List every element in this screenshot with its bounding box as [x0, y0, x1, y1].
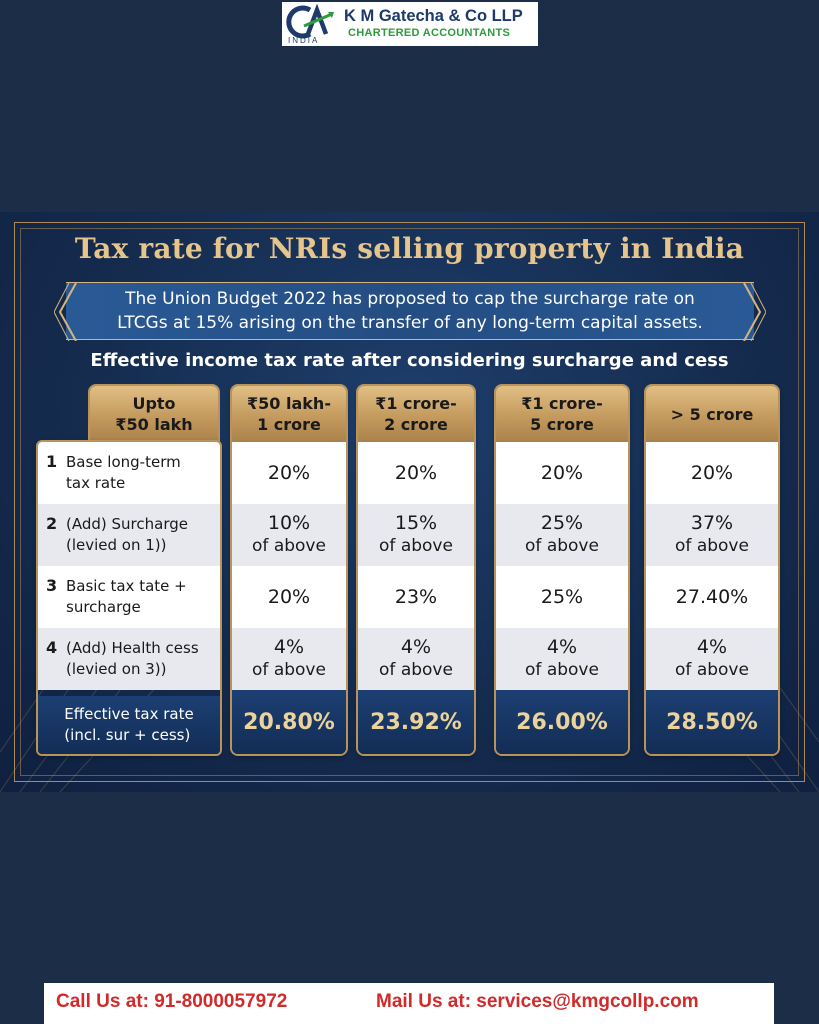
row-label-text: Basic tax tate + surcharge	[66, 577, 187, 616]
firm-name: K M Gatecha & Co LLP	[344, 7, 523, 25]
column-header: > 5 crore	[646, 386, 778, 442]
column-header: ₹1 crore- 2 crore	[358, 386, 474, 442]
banner-line-2: LTCGs at 15% arising on the transfer of …	[117, 313, 703, 333]
gold-frame-inner	[20, 228, 799, 776]
cell-basic: 20%	[232, 566, 346, 628]
row-labels: 1 Base long-term tax rate 2 (Add) Surchar…	[38, 442, 220, 754]
column-50-lakh-1-crore: ₹50 lakh- 1 crore 20% 10% of above 20% 4% o…	[232, 386, 346, 754]
banner-line-1: The Union Budget 2022 has proposed to ca…	[125, 289, 695, 309]
row-number: 2	[46, 514, 58, 533]
chevron-right-icon	[743, 283, 766, 341]
cell-effective: 23.92%	[358, 690, 474, 754]
cell-base: 20%	[232, 442, 346, 504]
gold-frame-outer	[14, 222, 805, 782]
ca-logo-icon	[286, 4, 334, 39]
row-label-cess: 4 (Add) Health cess (levied on 3))	[38, 628, 220, 690]
cell-surcharge: 37% of above	[646, 504, 778, 566]
column-header: ₹1 crore- 5 crore	[496, 386, 628, 442]
banner-text: The Union Budget 2022 has proposed to ca…	[86, 287, 734, 335]
call-link[interactable]: Call Us at: 91-8000057972	[56, 991, 288, 1012]
row-label-text: (Add) Health cess (levied on 3))	[66, 639, 199, 678]
column-1-crore-2-crore: ₹1 crore- 2 crore 20% 15% of above 23% 4% o…	[358, 386, 474, 754]
row-label-base: 1 Base long-term tax rate	[38, 442, 220, 504]
cell-surcharge: 15% of above	[358, 504, 474, 566]
cell-surcharge: 25% of above	[496, 504, 628, 566]
row-label-effective: Effective tax rate (incl. sur + cess)	[38, 696, 220, 754]
column-header: ₹50 lakh- 1 crore	[232, 386, 346, 442]
column-1-crore-5-crore: ₹1 crore- 5 crore 20% 25% of above 25% 4% o…	[496, 386, 628, 754]
logo-country: INDIA	[288, 36, 320, 45]
cell-basic: 23%	[358, 566, 474, 628]
row-label-text: Base long-term tax rate	[66, 453, 181, 492]
row-number: 4	[46, 638, 58, 657]
infographic-panel: Tax rate for NRIs selling property in In…	[0, 212, 819, 792]
cell-cess: 4% of above	[232, 628, 346, 690]
row-number: 1	[46, 452, 58, 471]
header-line: Upto	[132, 394, 176, 413]
budget-banner: The Union Budget 2022 has proposed to ca…	[54, 282, 766, 341]
table-subtitle: Effective income tax rate after consider…	[90, 350, 729, 371]
cell-cess: 4% of above	[646, 628, 778, 690]
row-number: 3	[46, 576, 58, 595]
firm-logo: INDIA K M Gatecha & Co LLP CHARTERED ACC…	[282, 2, 538, 46]
header-upto-50-lakh: Upto ₹50 lakh	[90, 386, 218, 442]
cell-cess: 4% of above	[358, 628, 474, 690]
cell-surcharge: 10% of above	[232, 504, 346, 566]
mail-link[interactable]: Mail Us at: services@kmgcollp.com	[376, 991, 699, 1012]
cell-basic: 27.40%	[646, 566, 778, 628]
cell-base: 20%	[496, 442, 628, 504]
cell-cess: 4% of above	[496, 628, 628, 690]
firm-subtitle: CHARTERED ACCOUNTANTS	[348, 27, 511, 39]
row-label-surcharge: 2 (Add) Surcharge (levied on 1))	[38, 504, 220, 566]
row-label-basic: 3 Basic tax tate + surcharge	[38, 566, 220, 628]
cell-effective: 28.50%	[646, 690, 778, 754]
row-label-text: (Add) Surcharge (levied on 1))	[66, 515, 188, 554]
cell-effective: 26.00%	[496, 690, 628, 754]
cell-basic: 25%	[496, 566, 628, 628]
contact-footer: Call Us at: 91-8000057972 Mail Us at: se…	[44, 983, 774, 1024]
cell-effective: 20.80%	[232, 690, 346, 754]
header-line: ₹50 lakh	[115, 415, 193, 434]
column-above-5-crore: > 5 crore 20% 37% of above 27.40% 4% of ab…	[646, 386, 778, 754]
cell-base: 20%	[646, 442, 778, 504]
chevron-left-icon	[54, 283, 77, 341]
row-label-text: Effective tax rate (incl. sur + cess)	[64, 705, 194, 744]
page-title: Tax rate for NRIs selling property in In…	[74, 232, 745, 265]
cell-base: 20%	[358, 442, 474, 504]
